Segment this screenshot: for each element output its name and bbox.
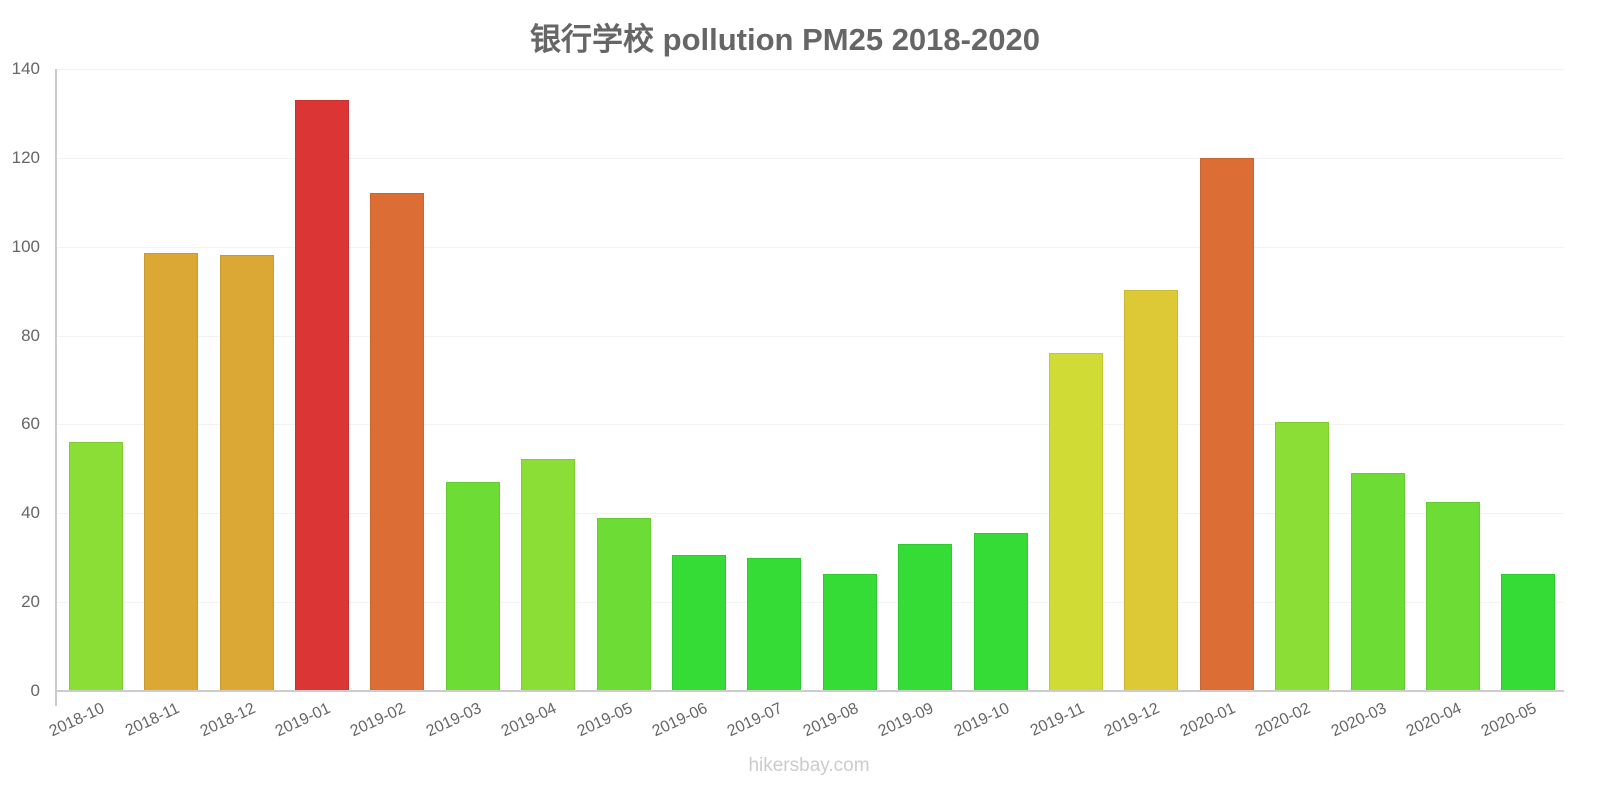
x-tick-label: 2020-01 (1177, 700, 1238, 741)
bar-2019-03[interactable] (445, 482, 500, 691)
x-tick-label: 2019-02 (348, 700, 409, 741)
y-tick-label: 100 (11, 236, 40, 256)
bar-2019-02[interactable] (370, 193, 425, 691)
x-tick-label: 2020-03 (1328, 700, 1389, 741)
y-tick-label: 20 (21, 592, 40, 612)
x-tick-label: 2019-04 (498, 700, 560, 741)
watermark: hikersbay.com (748, 755, 870, 776)
gridline (56, 513, 1564, 515)
x-axis-line (56, 690, 1564, 692)
bar-2019-10[interactable] (973, 532, 1028, 691)
x-tick-label: 2019-11 (1027, 700, 1088, 740)
bar-2019-05[interactable] (596, 517, 651, 691)
x-tick-label: 2018-10 (46, 700, 107, 741)
y-tick-label: 140 (11, 59, 40, 78)
bar-2020-01[interactable] (1199, 157, 1254, 691)
bar-2020-02[interactable] (1275, 422, 1330, 691)
x-tick-label: 2019-08 (800, 700, 861, 741)
gridline (56, 424, 1564, 426)
x-tick-label: 2019-03 (423, 700, 484, 741)
gridline (56, 602, 1564, 604)
x-tick-label: 2019-09 (875, 700, 937, 741)
bar-2019-01[interactable] (294, 100, 349, 691)
bar-2019-12[interactable] (1124, 289, 1179, 691)
y-tick-label: 60 (21, 414, 40, 434)
plot-area (56, 69, 1564, 692)
y-tick-label: 0 (30, 681, 40, 700)
y-tick-label: 80 (21, 325, 40, 345)
y-tick-label: 120 (11, 147, 40, 167)
x-tick-label: 2020-04 (1403, 700, 1465, 741)
bar-2019-11[interactable] (1048, 353, 1103, 691)
chart-title: 银行学校 pollution PM25 2018-2020 (530, 22, 1040, 57)
gridline (56, 335, 1564, 337)
bar-2019-04[interactable] (521, 459, 576, 691)
x-tick-label: 2019-01 (272, 700, 334, 741)
bar-2019-08[interactable] (822, 574, 877, 691)
x-tick-label: 2019-05 (574, 700, 635, 741)
x-tick-label: 2019-10 (951, 700, 1012, 741)
bar-2019-07[interactable] (747, 557, 802, 691)
x-tick-label: 2018-12 (197, 700, 258, 741)
y-tick-label: 40 (21, 503, 40, 523)
bar-2020-03[interactable] (1350, 472, 1405, 691)
bar-2019-09[interactable] (898, 543, 953, 691)
bar-2020-04[interactable] (1425, 502, 1480, 691)
bar-2020-05[interactable] (1501, 574, 1556, 691)
bar-2019-06[interactable] (671, 555, 726, 691)
x-tick-label: 2019-12 (1102, 700, 1163, 741)
gridline (56, 157, 1564, 159)
gridline (56, 69, 1564, 70)
bar-2018-11[interactable] (144, 252, 199, 691)
y-axis-line (55, 69, 57, 706)
bar-2018-12[interactable] (219, 255, 274, 691)
bar-2018-10[interactable] (68, 442, 123, 691)
x-tick-label: 2020-02 (1252, 700, 1314, 741)
x-tick-label: 2020-05 (1479, 700, 1540, 741)
x-tick-label: 2018-11 (122, 700, 183, 740)
gridline (56, 246, 1564, 248)
x-tick-label: 2019-07 (725, 700, 786, 741)
x-tick-label: 2019-06 (649, 700, 711, 741)
